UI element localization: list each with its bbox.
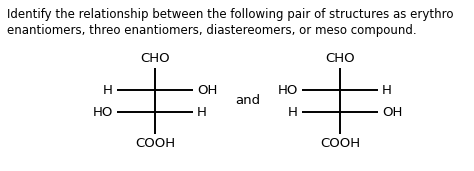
Text: H: H [288, 106, 298, 119]
Text: H: H [103, 83, 113, 96]
Text: and: and [236, 94, 261, 107]
Text: HO: HO [92, 106, 113, 119]
Text: COOH: COOH [320, 137, 360, 150]
Text: H: H [382, 83, 392, 96]
Text: COOH: COOH [135, 137, 175, 150]
Text: CHO: CHO [140, 52, 170, 65]
Text: H: H [197, 106, 207, 119]
Text: Identify the relationship between the following pair of structures as erythro: Identify the relationship between the fo… [7, 8, 454, 21]
Text: HO: HO [278, 83, 298, 96]
Text: CHO: CHO [325, 52, 355, 65]
Text: OH: OH [382, 106, 402, 119]
Text: enantiomers, threo enantiomers, diastereomers, or meso compound.: enantiomers, threo enantiomers, diastere… [7, 24, 417, 37]
Text: OH: OH [197, 83, 218, 96]
